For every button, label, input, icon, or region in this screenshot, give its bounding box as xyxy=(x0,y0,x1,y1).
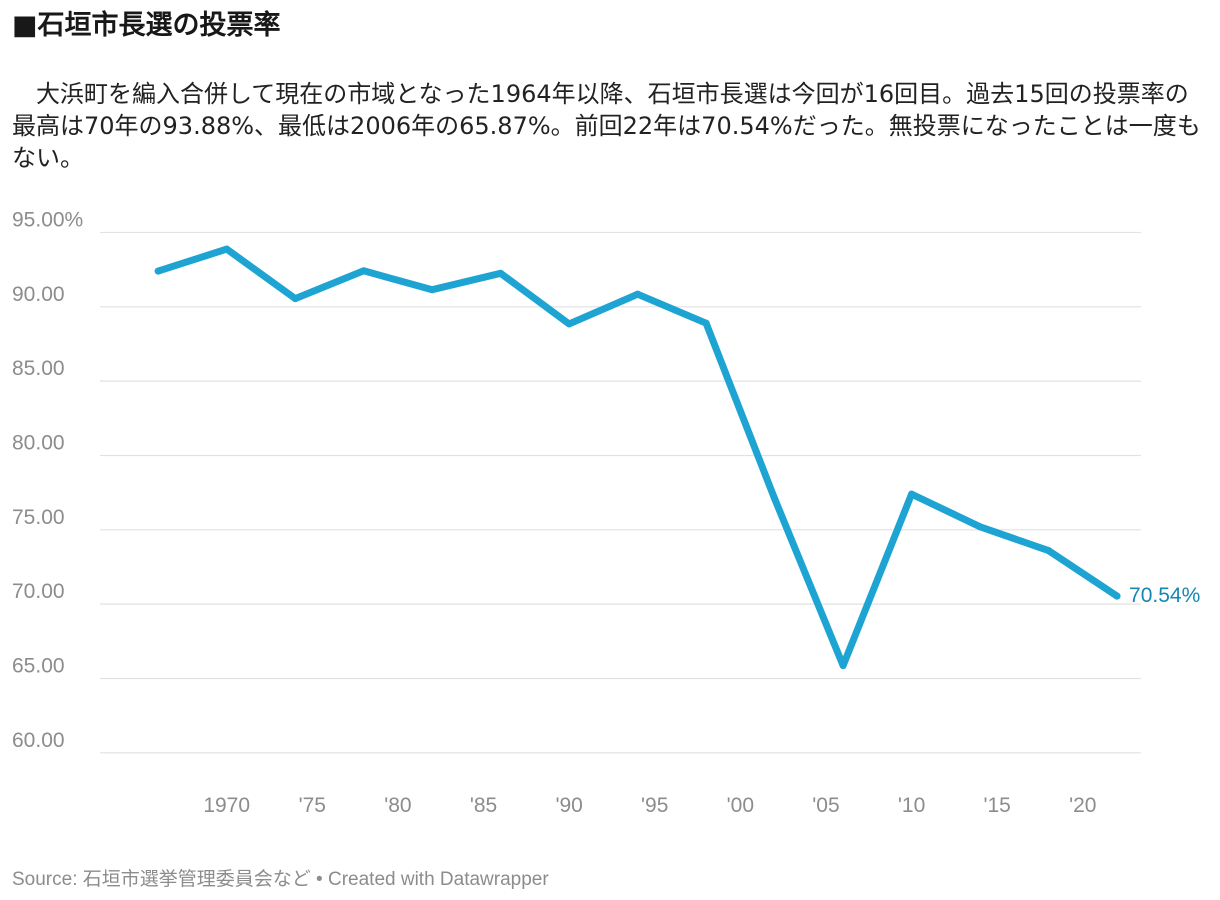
x-tick-label: '75 xyxy=(299,794,326,817)
data-point xyxy=(634,290,642,298)
chart-footer: Source: 石垣市選挙管理委員会など • Created with Data… xyxy=(12,864,549,891)
x-tick-label: '00 xyxy=(727,794,754,817)
y-axis-ticks: 95.00% 90.00 85.00 80.00 75.00 70.00 65.00 60.0… xyxy=(12,208,83,751)
grid-lines xyxy=(100,231,1141,754)
x-tick-label: '05 xyxy=(812,794,839,817)
series-line-turnout xyxy=(154,245,1121,670)
separator-dot: • xyxy=(316,869,323,890)
chart-title: ■石垣市長選の投票率 xyxy=(12,10,281,41)
data-point xyxy=(908,490,916,498)
y-tick-label: 65.00 xyxy=(12,654,65,677)
y-tick-label: 60.00 xyxy=(12,729,65,752)
data-point xyxy=(223,245,231,253)
chart-description: 大浜町を編入合併して現在の市域となった1964年以降、石垣市長選は今回が16回目… xyxy=(12,80,1201,172)
y-tick-label: 95.00% xyxy=(12,208,83,231)
series-layer xyxy=(154,245,1121,670)
data-point xyxy=(1045,547,1053,555)
x-tick-label: 1970 xyxy=(203,794,250,817)
source-text: Source: 石垣市選挙管理委員会など xyxy=(12,869,311,890)
credit-link[interactable]: Created with Datawrapper xyxy=(327,869,549,890)
y-tick-label: 90.00 xyxy=(12,283,65,306)
y-tick-label: 75.00 xyxy=(12,506,65,529)
x-tick-label: '15 xyxy=(983,794,1010,817)
x-tick-label: '95 xyxy=(641,794,668,817)
x-tick-label: '85 xyxy=(470,794,497,817)
y-tick-label: 70.00 xyxy=(12,580,65,603)
x-tick-label: '90 xyxy=(555,794,582,817)
y-tick-label: 80.00 xyxy=(12,431,65,454)
data-point xyxy=(291,295,299,303)
x-tick-label: '80 xyxy=(384,794,411,817)
data-point xyxy=(497,269,505,277)
data-point xyxy=(1113,592,1121,600)
data-point xyxy=(428,286,436,294)
x-tick-label: '20 xyxy=(1069,794,1096,817)
end-value-label: 70.54% xyxy=(1129,584,1200,607)
x-axis-ticks: 1970 '75 '80 '85 '90 '95 '00 '05 '10 '15 '20 xyxy=(203,794,1096,817)
data-point xyxy=(360,267,368,275)
data-point xyxy=(702,319,710,327)
data-point xyxy=(839,662,847,670)
data-point xyxy=(771,495,779,503)
x-tick-label: '10 xyxy=(898,794,925,817)
data-point xyxy=(976,523,984,531)
data-point xyxy=(565,320,573,328)
y-tick-label: 85.00 xyxy=(12,357,65,380)
data-point xyxy=(154,267,162,275)
data-labels: 70.54% xyxy=(1129,584,1200,607)
